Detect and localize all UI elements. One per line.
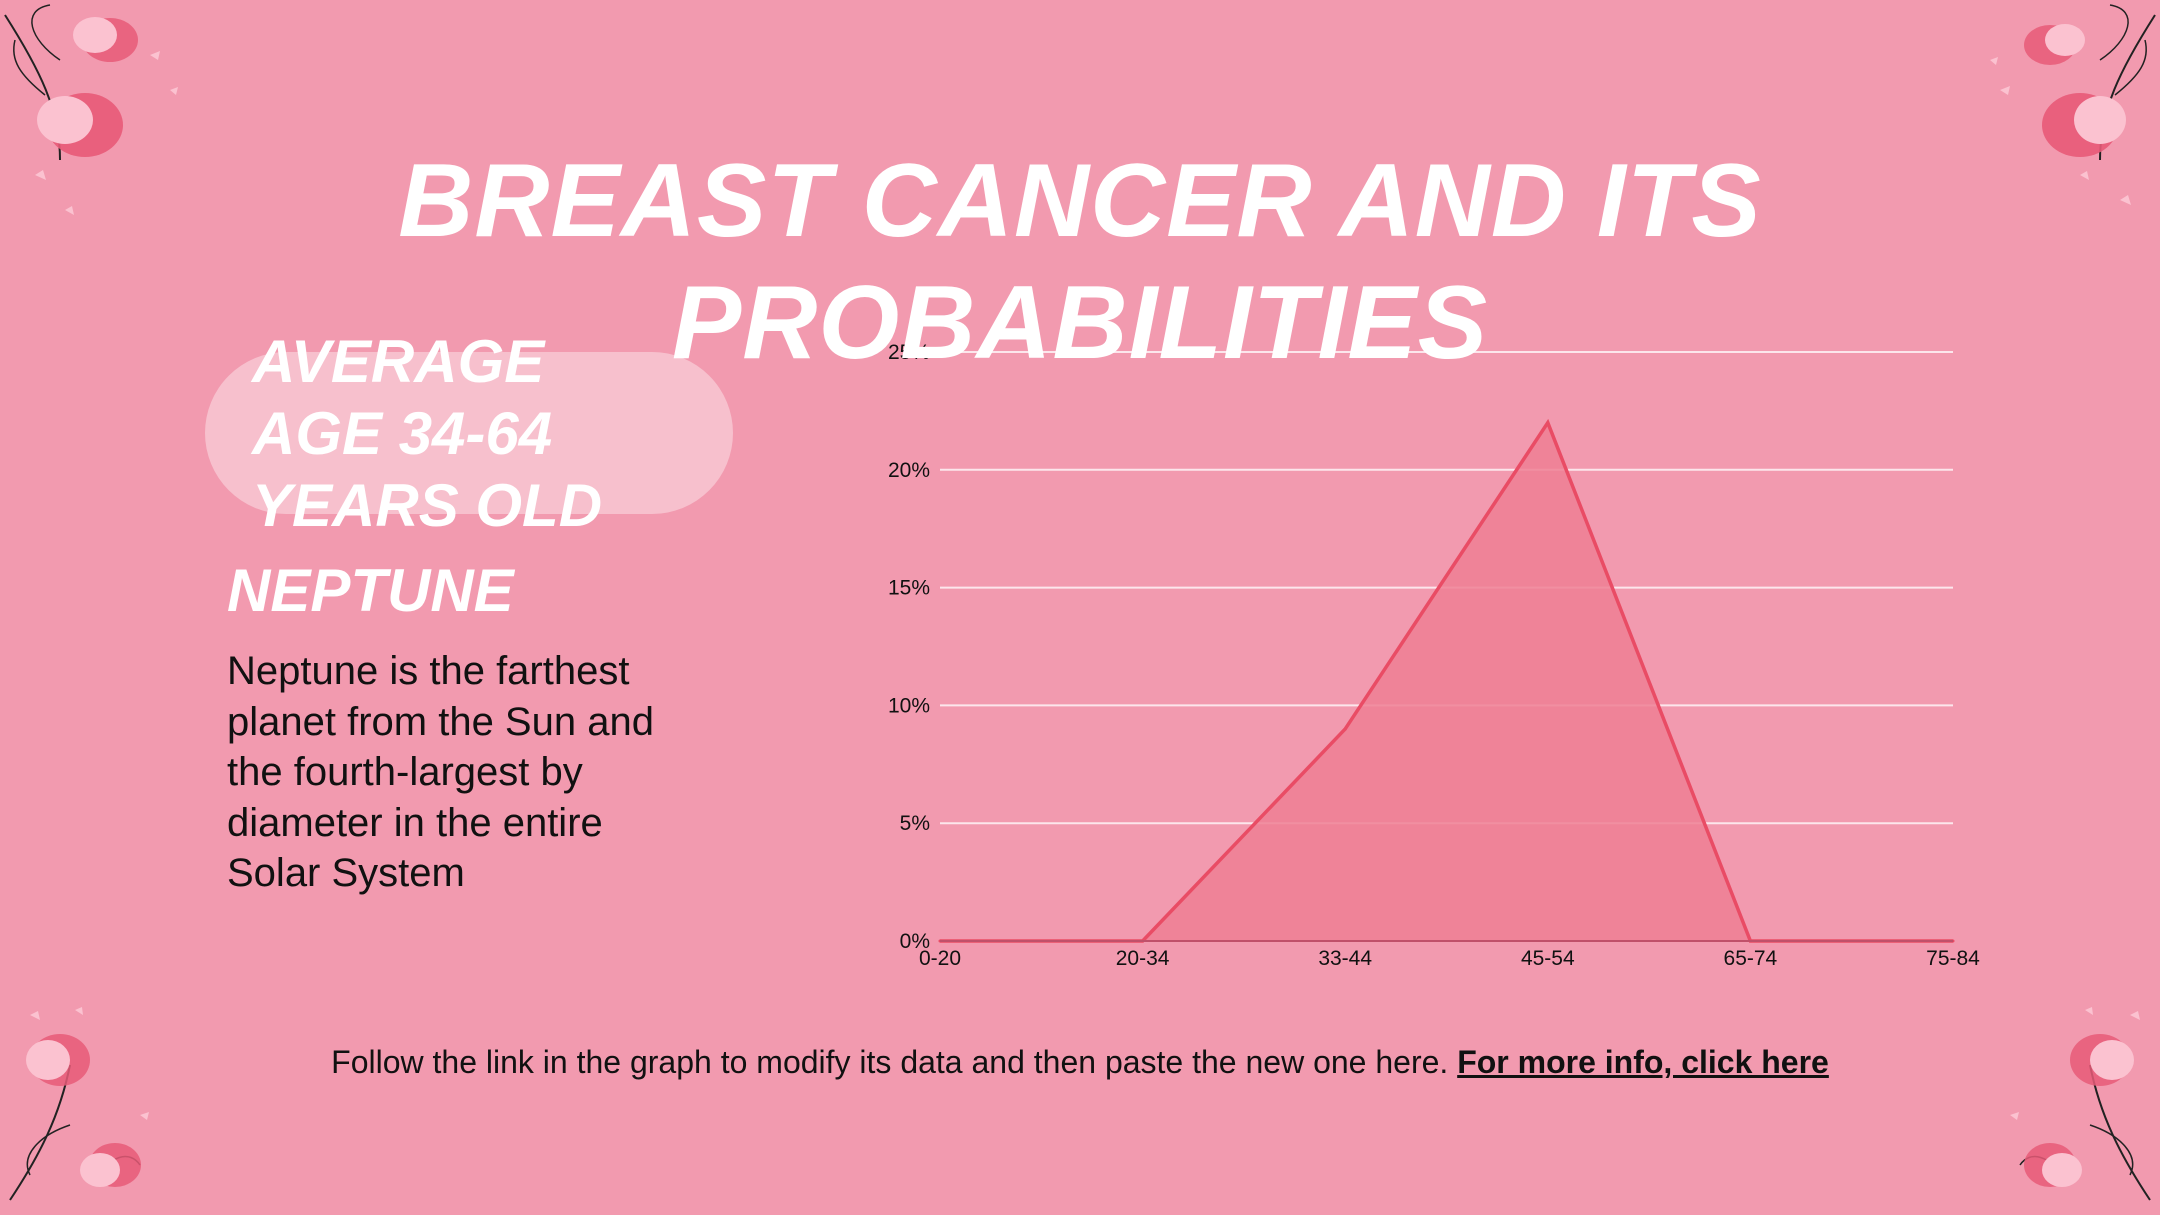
x-tick-label: 0-20	[919, 947, 961, 970]
footer-note: Follow the link in the graph to modify i…	[0, 1040, 2160, 1084]
section-heading: NEPTUNE	[227, 557, 514, 624]
x-tick-label: 65-74	[1724, 947, 1778, 970]
floral-decoration-top-right	[1990, 4, 2156, 205]
y-tick-label: 15%	[888, 577, 930, 600]
y-tick-label: 0%	[900, 930, 930, 953]
y-tick-label: 20%	[888, 459, 930, 482]
slide-title: BREAST CANCER AND ITS PROBABILITIES	[398, 143, 1762, 381]
age-label: AVERAGE AGE 34-64 YEARS OLD	[252, 328, 603, 539]
x-tick-label: 20-34	[1116, 947, 1170, 970]
floral-decoration-bottom-left	[9, 1007, 149, 1201]
x-tick-label: 33-44	[1318, 947, 1372, 970]
chart-series	[938, 418, 1955, 943]
floral-decoration-bottom-right	[2010, 1007, 2151, 1201]
section-body: Neptune is the farthest planet from the …	[227, 649, 654, 895]
chart-axes: 0% 5% 10% 15% 20% 25% 0-20 20-34 33-44 45-54 65-74…	[888, 341, 1980, 970]
y-tick-label: 25%	[888, 341, 930, 364]
y-tick-label: 5%	[900, 812, 930, 835]
more-info-link[interactable]: For more info, click here	[1457, 1044, 1829, 1080]
data-point	[1343, 727, 1347, 731]
x-tick-label: 75-84	[1926, 947, 1980, 970]
age-highlight-pill	[205, 352, 733, 514]
series-area	[940, 422, 1953, 941]
area-chart[interactable]: 0% 5% 10% 15% 20% 25% 0-20 20-34 33-44 45-54 65-74…	[860, 330, 2010, 990]
x-tick-label: 45-54	[1521, 947, 1575, 970]
data-point	[1546, 421, 1550, 425]
footer-text: Follow the link in the graph to modify i…	[331, 1044, 1449, 1080]
floral-decoration-top-left	[4, 4, 178, 215]
y-tick-label: 10%	[888, 694, 930, 717]
